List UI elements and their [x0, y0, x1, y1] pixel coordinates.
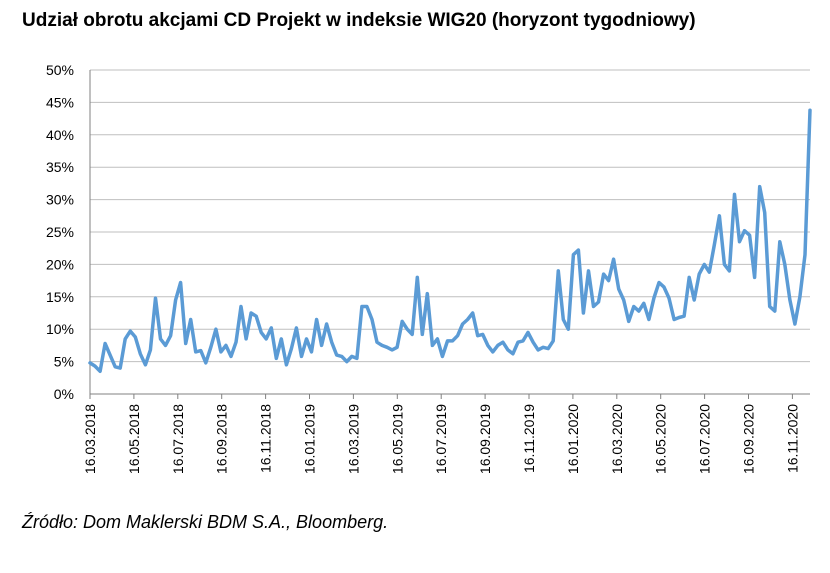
y-tick-label: 15%: [46, 289, 74, 305]
y-tick-label: 50%: [46, 62, 74, 78]
series-area: [88, 108, 812, 374]
x-tick-label: 16.11.2019: [521, 404, 537, 473]
y-tick-label: 30%: [46, 192, 74, 208]
x-tick-label: 16.07.2020: [697, 404, 713, 474]
x-tick-label: 16.09.2019: [477, 404, 493, 474]
y-tick-label: 5%: [54, 354, 74, 370]
chart-title: Udział obrotu akcjami CD Projekt w indek…: [22, 10, 696, 31]
y-tick-label: 40%: [46, 127, 74, 143]
x-tick-label: 16.07.2019: [433, 404, 449, 474]
y-tick-label: 10%: [46, 321, 74, 337]
x-axis: 16.03.2018 16.05.2018 16.07.2018 16.09.2018…: [82, 393, 810, 474]
y-tick-label: 45%: [46, 94, 74, 110]
x-tick-label: 16.05.2019: [389, 404, 405, 474]
y-axis: 0% 5% 10% 15% 20% 25% 30% 35% 40% 45% 50%: [46, 62, 91, 402]
source-note: Źródło: Dom Maklerski BDM S.A., Bloomber…: [22, 512, 389, 532]
x-tick-label: 16.01.2020: [565, 404, 581, 474]
x-tick-label: 16.03.2020: [609, 404, 625, 474]
x-tick-label: 16.09.2020: [741, 404, 757, 474]
x-tick-label: 16.09.2018: [214, 404, 230, 474]
y-tick-label: 35%: [46, 159, 74, 175]
gridlines: [90, 69, 810, 363]
x-tick-label: 16.07.2018: [170, 404, 186, 474]
x-tick-label: 16.03.2018: [82, 404, 98, 474]
x-tick-label: 16.05.2018: [126, 404, 142, 474]
x-tick-label: 16.01.2019: [302, 404, 318, 474]
x-tick-label: 16.11.2018: [258, 404, 274, 473]
x-tick-label: 16.11.2020: [784, 404, 800, 473]
x-tick-label: 16.03.2019: [345, 404, 361, 474]
series-line: [88, 108, 812, 374]
y-tick-label: 20%: [46, 256, 74, 272]
x-tick-label: 16.05.2020: [653, 404, 669, 474]
y-tick-label: 0%: [54, 386, 74, 402]
y-tick-label: 25%: [46, 224, 74, 240]
